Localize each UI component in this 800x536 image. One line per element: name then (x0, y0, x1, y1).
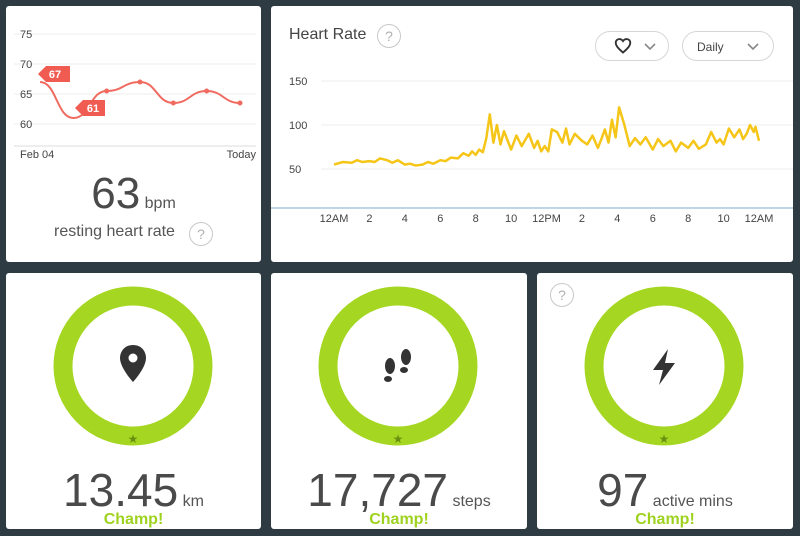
resting-data-point (237, 100, 243, 106)
heart-rate-y-tick: 100 (289, 120, 307, 132)
resting-data-point (170, 100, 176, 106)
goal-star-icon: ★ (393, 432, 404, 446)
resting-y-tick: 60 (20, 119, 32, 131)
resting-y-tick: 70 (20, 59, 32, 71)
active-minutes-card: ? ★ 97 active mins Champ! (537, 273, 793, 529)
heart-rate-x-tick: 4 (402, 213, 408, 225)
heart-rate-x-tick: 8 (685, 213, 691, 225)
chevron-down-icon (747, 43, 759, 51)
resting-y-tick: 75 (20, 29, 32, 41)
heart-icon (614, 38, 632, 54)
heart-rate-x-tick: 12PM (532, 213, 561, 225)
callout-high: 67 (38, 66, 70, 82)
active-minutes-unit: active mins (652, 493, 733, 510)
active-minutes-help-icon[interactable]: ? (550, 283, 574, 307)
view-dropdown[interactable] (595, 31, 669, 61)
steps-value-row: 17,727 steps (271, 463, 527, 517)
callout-high-label: 67 (49, 69, 61, 81)
resting-bpm-value: 63 (91, 169, 141, 218)
period-dropdown[interactable]: Daily (682, 31, 774, 61)
heart-rate-y-tick: 150 (289, 76, 307, 88)
callout-low: 61 (75, 100, 105, 116)
heart-rate-help-icon[interactable]: ? (377, 24, 401, 48)
distance-status: Champ! (103, 511, 164, 528)
heart-rate-x-tick: 10 (505, 213, 517, 225)
heart-rate-line (333, 106, 761, 167)
steps-status: Champ! (369, 511, 429, 528)
steps-card: ★ 17,727 steps Champ! (271, 273, 527, 529)
resting-heart-rate-chart: 75 70 65 60 67 61 (14, 29, 256, 147)
heart-rate-x-tick: 6 (650, 213, 656, 225)
active-minutes-goal-ring: ★ (584, 286, 744, 446)
active-minutes-value: 97 (597, 464, 649, 516)
heart-rate-x-tick: 2 (366, 213, 372, 225)
goal-star-icon: ★ (659, 432, 670, 446)
heart-rate-x-tick: 4 (614, 213, 620, 225)
steps-value: 17,727 (307, 464, 448, 516)
resting-bpm-unit: bpm (144, 195, 176, 212)
resting-data-point (104, 88, 110, 94)
resting-value-row: 63 bpm (6, 169, 261, 219)
resting-help-icon[interactable]: ? (189, 222, 213, 246)
distance-card: ★ 13.45 km Champ! (6, 273, 261, 529)
resting-label: resting heart rate (54, 223, 175, 240)
chevron-down-icon (644, 43, 656, 51)
heart-rate-y-tick: 50 (289, 164, 301, 176)
heart-rate-x-tick: 12AM (745, 213, 774, 225)
resting-heart-rate-card: 75 70 65 60 67 61 Feb 04 Today 63 bpm resti… (6, 6, 261, 262)
goal-star-icon: ★ (128, 432, 139, 446)
distance-value: 13.45 (63, 464, 179, 516)
heart-rate-x-tick: 2 (579, 213, 585, 225)
distance-value-row: 13.45 km (6, 463, 261, 517)
resting-x-start: Feb 04 (20, 149, 55, 161)
resting-x-end: Today (226, 149, 256, 161)
distance-unit: km (182, 493, 204, 510)
lightning-icon (653, 349, 675, 385)
heart-rate-x-tick: 10 (717, 213, 729, 225)
resting-data-point (137, 79, 143, 85)
resting-data-point (204, 88, 210, 94)
active-minutes-status: Champ! (635, 511, 695, 528)
steps-unit: steps (452, 493, 491, 510)
footprints-icon (384, 349, 411, 382)
heart-rate-x-tick: 12AM (320, 213, 349, 225)
heart-rate-x-tick: 6 (437, 213, 443, 225)
resting-trend-line (39, 80, 241, 120)
heart-rate-x-tick: 8 (473, 213, 479, 225)
heart-rate-card: Heart Rate ? Daily 150 100 50 12AM 2 4 6 8 10 12… (271, 6, 793, 262)
distance-goal-ring: ★ (53, 286, 213, 446)
callout-low-label: 61 (87, 103, 99, 115)
location-pin-icon (120, 345, 146, 382)
resting-y-tick: 65 (20, 89, 32, 101)
active-minutes-value-row: 97 active mins (537, 463, 793, 517)
heart-rate-title: Heart Rate (289, 26, 367, 43)
steps-goal-ring: ★ (318, 286, 478, 446)
period-label: Daily (697, 40, 724, 54)
